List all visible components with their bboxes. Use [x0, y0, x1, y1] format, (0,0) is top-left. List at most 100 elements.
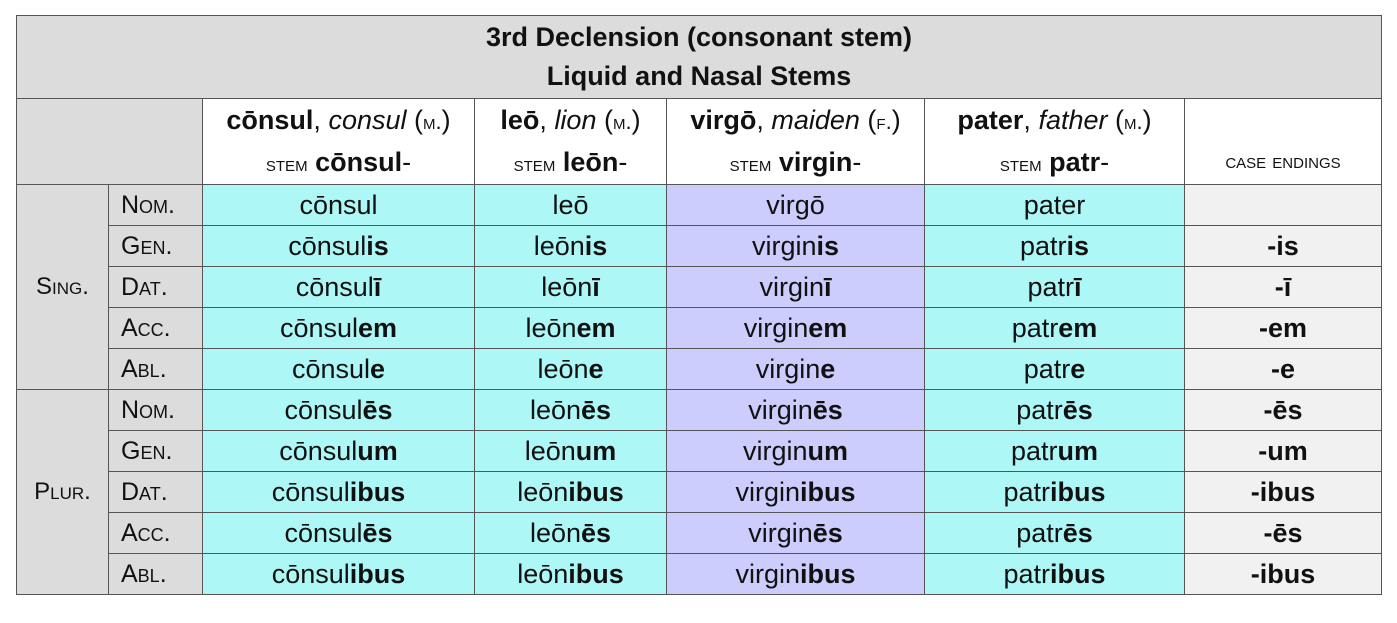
case-label: Abl.: [108, 553, 203, 595]
form-cell-leo: leōnibus: [474, 553, 667, 595]
form-ending: e: [588, 353, 604, 384]
case-label: Nom.: [108, 389, 203, 431]
form-stem: cōnsul: [271, 558, 350, 589]
form-cell-virgo: virginem: [666, 307, 925, 349]
form-ending: ibus: [568, 476, 624, 507]
form-stem: leō: [552, 189, 589, 220]
form-cell-consul: cōnsulem: [202, 307, 475, 349]
form-ending: e: [820, 353, 836, 384]
form-ending: em: [358, 312, 398, 343]
form-ending: ēs: [1062, 517, 1093, 548]
form-stem: patr: [1016, 394, 1063, 425]
form-cell-leo: leōnēs: [474, 389, 667, 431]
case-label: Gen.: [108, 430, 203, 472]
form-stem: cōnsul: [291, 353, 370, 384]
form-stem: leōn: [517, 558, 569, 589]
form-ending: ēs: [1062, 394, 1093, 425]
form-stem: leōn: [541, 271, 593, 302]
table-row: Gen. cōnsulis leōnis virginis patris -is: [17, 225, 1382, 267]
case-label: Acc.: [108, 512, 203, 554]
form-stem: patr: [1003, 476, 1050, 507]
form-cell-consul: cōnsulibus: [202, 553, 475, 595]
form-cell-consul: cōnsulum: [202, 430, 475, 472]
case-label: Dat.: [108, 266, 203, 308]
case-ending-cell: -em: [1184, 307, 1382, 349]
form-cell-pater: patribus: [924, 471, 1185, 513]
table-row: Gen. cōnsulum leōnum virginum patrum -um: [17, 430, 1382, 472]
form-stem: virgin: [759, 271, 824, 302]
form-stem: cōnsul: [288, 230, 367, 261]
case-ending-cell: -ēs: [1184, 389, 1382, 431]
case-ending-cell: -ibus: [1184, 471, 1382, 513]
form-cell-leo: leōnī: [474, 266, 667, 308]
form-stem: patr: [1010, 435, 1058, 466]
form-stem: patr: [1011, 312, 1059, 343]
form-stem: virgin: [735, 558, 800, 589]
form-ending: ibus: [800, 558, 856, 589]
form-cell-pater: patrēs: [924, 389, 1185, 431]
form-stem: pater: [1023, 189, 1086, 220]
form-cell-pater: patrem: [924, 307, 1185, 349]
form-ending: ibus: [1050, 558, 1106, 589]
form-ending: is: [366, 230, 389, 261]
case-ending-cell: [1184, 184, 1382, 226]
form-ending: ēs: [362, 517, 393, 548]
form-stem: cōnsul: [299, 189, 378, 220]
form-ending: ī: [1074, 271, 1082, 302]
form-ending: is: [1066, 230, 1090, 261]
form-cell-leo: leōnem: [474, 307, 667, 349]
form-stem: virgin: [748, 517, 813, 548]
form-cell-virgo: virginēs: [666, 512, 925, 554]
form-cell-virgo: virginēs: [666, 389, 925, 431]
form-stem: virgin: [755, 353, 821, 384]
column-header-virgo: virgō, maiden (f.) stem virgin-: [666, 98, 925, 185]
form-cell-virgo: virginis: [666, 225, 925, 267]
form-stem: leōn: [517, 476, 569, 507]
form-cell-virgo: virgine: [666, 348, 925, 390]
table-row: Acc. cōnsulem leōnem virginem patrem -em: [17, 307, 1382, 349]
form-ending: ī: [373, 271, 382, 302]
form-cell-consul: cōnsulēs: [202, 512, 475, 554]
form-ending: ēs: [812, 517, 843, 548]
form-stem: cōnsul: [279, 435, 358, 466]
case-ending-cell: -e: [1184, 348, 1382, 390]
form-cell-virgo: virginī: [666, 266, 925, 308]
number-label-singular: Sing.: [16, 184, 109, 390]
column-header-case-endings: case endings: [1184, 98, 1382, 185]
form-cell-pater: patris: [924, 225, 1185, 267]
form-ending: ēs: [362, 394, 393, 425]
form-stem: leōn: [525, 312, 577, 343]
form-ending: um: [575, 435, 617, 466]
form-ending: ēs: [581, 517, 612, 548]
form-stem: virgin: [742, 435, 808, 466]
form-cell-pater: patre: [924, 348, 1185, 390]
case-label: Dat.: [108, 471, 203, 513]
column-header-consul: cōnsul, consul (m.) stem cōnsul-: [202, 98, 475, 185]
table-row: Dat. cōnsulī leōnī virginī patrī -ī: [17, 266, 1382, 308]
form-cell-virgo: virginibus: [666, 471, 925, 513]
column-header-leo: leō, lion (m.) stem leōn-: [474, 98, 667, 185]
form-ending: ibus: [349, 558, 406, 589]
title-line-2: Liquid and Nasal Stems: [546, 61, 852, 91]
table-row: Abl. cōnsule leōne virgine patre -e: [17, 348, 1382, 390]
table-title: 3rd Declension (consonant stem) Liquid a…: [16, 15, 1382, 99]
form-cell-consul: cōnsule: [202, 348, 475, 390]
form-ending: um: [1057, 435, 1099, 466]
form-stem: leōn: [537, 353, 589, 384]
case-ending-cell: -um: [1184, 430, 1382, 472]
form-cell-consul: cōnsulēs: [202, 389, 475, 431]
form-cell-consul: cōnsulibus: [202, 471, 475, 513]
form-ending: ēs: [581, 394, 612, 425]
form-ending: um: [807, 435, 849, 466]
form-cell-pater: patrum: [924, 430, 1185, 472]
form-stem: virgin: [743, 312, 809, 343]
form-ending: ibus: [349, 476, 406, 507]
form-cell-leo: leōnum: [474, 430, 667, 472]
table-row: Abl. cōnsulibus leōnibus virginibus patribus…: [17, 553, 1382, 595]
form-stem: virgō: [766, 189, 825, 220]
form-ending: em: [576, 312, 616, 343]
form-ending: em: [1058, 312, 1098, 343]
form-ending: is: [584, 230, 608, 261]
form-stem: leōn: [533, 230, 585, 261]
form-stem: cōnsul: [284, 394, 363, 425]
